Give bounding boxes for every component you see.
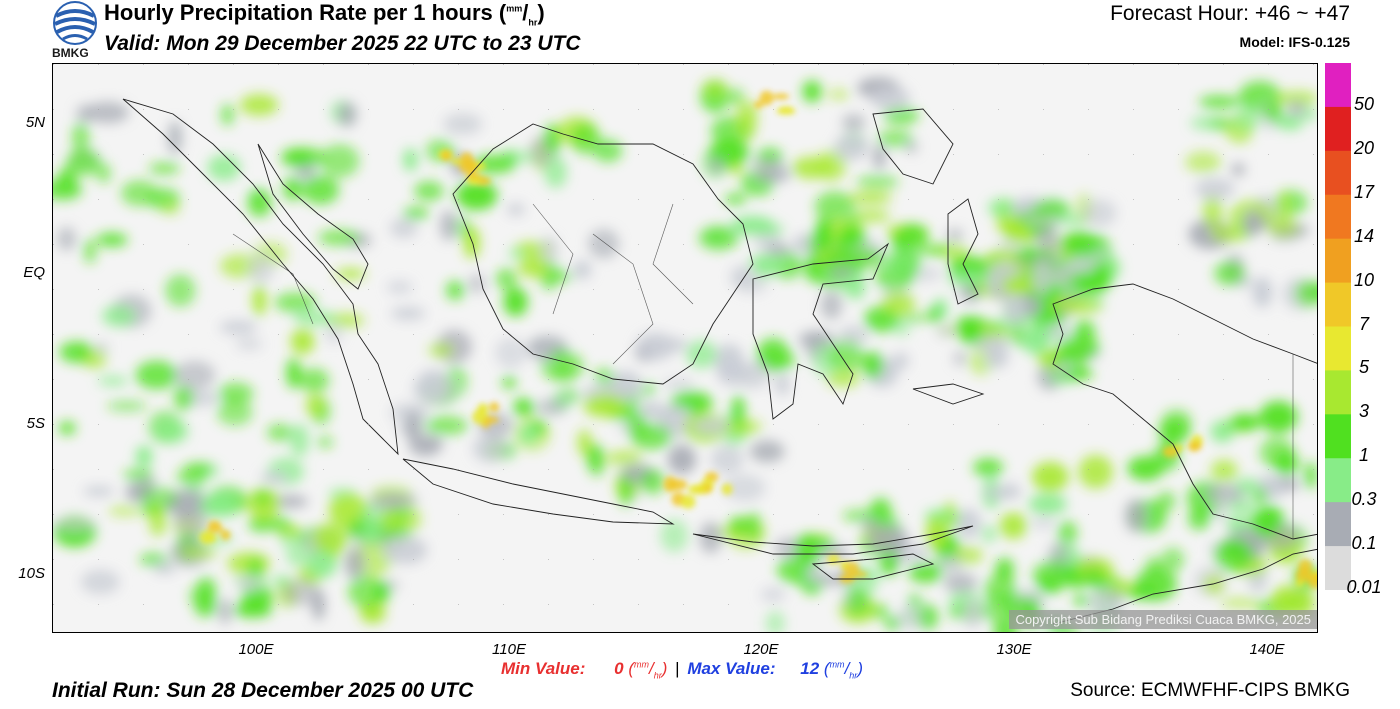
colorbar-swatch bbox=[1325, 106, 1351, 152]
min-number: 0 bbox=[614, 659, 624, 678]
lon-label-100e: 100E bbox=[238, 641, 274, 658]
model-name: Model: IFS-0.125 bbox=[1239, 34, 1350, 50]
lon-label-140e: 140E bbox=[1249, 641, 1285, 658]
lat-label-eq: EQ bbox=[23, 264, 45, 281]
logo-text: BMKG bbox=[52, 46, 89, 60]
colorbar-label: 17 bbox=[1353, 181, 1375, 202]
precipitation-map bbox=[52, 63, 1318, 633]
colorbar-swatch bbox=[1325, 150, 1351, 196]
colorbar-label: 0.3 bbox=[1351, 489, 1377, 510]
valid-time: Valid: Mon 29 December 2025 22 UTC to 23… bbox=[104, 32, 581, 55]
max-number: 12 bbox=[800, 659, 820, 678]
min-value: Min Value: 0 (mm/hr) | Max Value: 12 (mm… bbox=[501, 659, 863, 681]
page-title: Hourly Precipitation Rate per 1 hours (m… bbox=[104, 0, 545, 28]
colorbar-label: 3 bbox=[1358, 401, 1369, 422]
colorbar-label: 5 bbox=[1358, 357, 1369, 378]
colorbar-swatch bbox=[1325, 502, 1351, 547]
min-label: Min Value: bbox=[501, 659, 586, 678]
min-unit-den: hr bbox=[653, 670, 662, 681]
max-label: Max Value: bbox=[687, 659, 776, 678]
max-unit-den: hr bbox=[849, 670, 858, 681]
colorbar-swatch bbox=[1325, 546, 1351, 590]
colorbar-label: 1 bbox=[1358, 445, 1369, 466]
lat-label-5n: 5N bbox=[25, 114, 45, 131]
colorbar bbox=[1325, 63, 1351, 590]
lon-label-110e: 110E bbox=[492, 641, 526, 658]
lat-label-5s: 5S bbox=[26, 415, 45, 432]
forecast-hour: Forecast Hour: +46 ~ +47 bbox=[1110, 2, 1350, 25]
colorbar-swatch bbox=[1325, 63, 1351, 108]
colorbar-label: 14 bbox=[1353, 225, 1375, 246]
colorbar-label: 0.01 bbox=[1346, 577, 1382, 597]
source-label: Source: ECMWFHF-CIPS BMKG bbox=[1070, 680, 1350, 701]
colorbar-swatch bbox=[1325, 238, 1351, 284]
max-unit-num: mm bbox=[829, 659, 845, 670]
lon-label-130e: 130E bbox=[996, 641, 1032, 658]
title-unit-num: mm bbox=[506, 3, 523, 14]
minmax-separator: | bbox=[675, 659, 680, 678]
initial-run: Initial Run: Sun 28 December 2025 00 UTC bbox=[52, 679, 474, 702]
precipitation-field bbox=[53, 64, 1317, 632]
min-unit-num: mm bbox=[634, 659, 649, 670]
colorbar-swatch bbox=[1325, 458, 1351, 503]
copyright-label: Copyright Sub Bidang Prediksi Cuaca BMKG… bbox=[1009, 610, 1317, 629]
lon-label-120e: 120E bbox=[743, 641, 779, 658]
title-unit-den: hr bbox=[528, 17, 538, 28]
colorbar-label: 50 bbox=[1353, 93, 1375, 114]
lat-label-10s: 10S bbox=[18, 565, 45, 582]
colorbar-swatch bbox=[1325, 370, 1351, 415]
colorbar-label: 7 bbox=[1358, 313, 1369, 334]
colorbar-swatch bbox=[1325, 194, 1351, 240]
colorbar-swatch bbox=[1325, 326, 1351, 371]
colorbar-label: 10 bbox=[1353, 269, 1375, 290]
colorbar-swatch bbox=[1325, 282, 1351, 327]
title-text: Hourly Precipitation Rate per 1 hours bbox=[104, 0, 493, 25]
colorbar-swatch bbox=[1325, 414, 1351, 459]
colorbar-label: 20 bbox=[1353, 137, 1375, 158]
colorbar-label: 0.1 bbox=[1351, 533, 1377, 554]
bmkg-logo-icon bbox=[53, 1, 97, 45]
